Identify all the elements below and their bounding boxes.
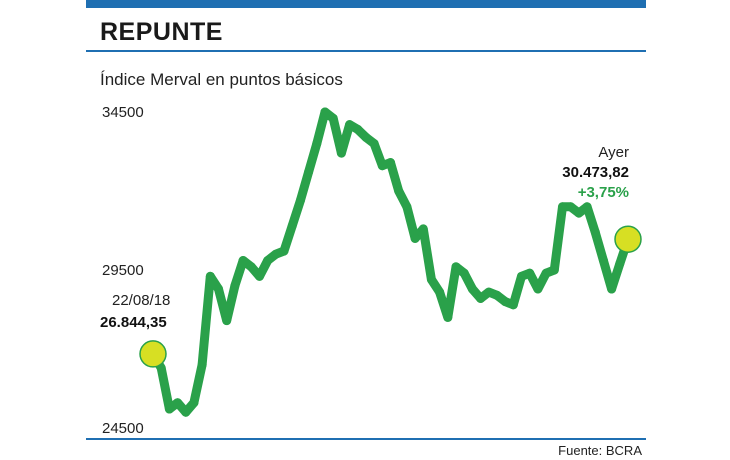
data-point [574,208,584,218]
data-point [582,202,592,212]
y-axis-ticks: 34500 29500 24500 [102,104,144,437]
data-point [164,404,174,414]
chart-title: REPUNTE [100,18,223,46]
data-point [418,224,428,234]
y-tick-label: 24500 [102,420,144,437]
data-point [615,259,625,269]
data-point [328,113,338,123]
data-point [476,293,486,303]
end-change-label: +3,75% [578,184,629,201]
data-point [238,256,248,266]
data-point [254,271,264,281]
data-point [304,167,314,177]
data-point [173,398,183,408]
data-point [353,124,363,134]
source-label: Fuente: BCRA [558,443,642,458]
data-point [590,227,600,237]
top-accent-bar [86,0,646,8]
data-point [402,202,412,212]
data-point [287,221,297,231]
data-point [189,398,199,408]
data-point [394,186,404,196]
data-point [205,271,215,281]
title-rule [86,50,646,52]
start-marker [139,340,167,368]
data-point [508,300,518,310]
data-point [320,107,330,117]
data-point [517,271,527,281]
data-point [230,281,240,291]
data-point [467,284,477,294]
data-point [525,268,535,278]
data-point [607,284,617,294]
y-tick-label: 34500 [102,104,144,121]
start-date-label: 22/08/18 [112,292,170,309]
data-point [181,407,191,417]
end-day-label: Ayer [598,144,629,161]
data-point [271,249,281,259]
data-point [492,290,502,300]
data-point [533,284,543,294]
y-tick-label: 29500 [102,262,144,279]
data-point [279,246,289,256]
data-point [410,233,420,243]
data-point [435,287,445,297]
data-point [345,120,355,130]
data-point [197,360,207,370]
data-point [598,256,608,266]
end-value-label: 30.473,82 [562,164,629,181]
data-point [312,139,322,149]
series-line-merval [148,107,633,417]
start-value-label: 26.844,35 [100,314,167,331]
chart-subtitle: Índice Merval en puntos básicos [100,70,343,89]
data-point [549,265,559,275]
data-point [459,268,469,278]
data-point [386,158,395,168]
data-point [541,268,551,278]
end-marker [614,225,642,253]
data-point [361,132,371,142]
data-point [451,262,461,272]
data-point [295,195,305,205]
data-point [566,202,576,212]
data-point [484,287,494,297]
data-point [426,274,436,284]
data-point [336,148,346,158]
data-point [557,202,567,212]
series-points [148,107,633,417]
data-point [214,284,224,294]
data-point [377,161,387,171]
footer-rule [86,438,646,440]
data-point [263,256,273,266]
data-point [443,312,453,322]
data-point [246,262,256,272]
data-point [222,316,232,326]
data-point [369,139,379,149]
data-point [500,297,510,307]
